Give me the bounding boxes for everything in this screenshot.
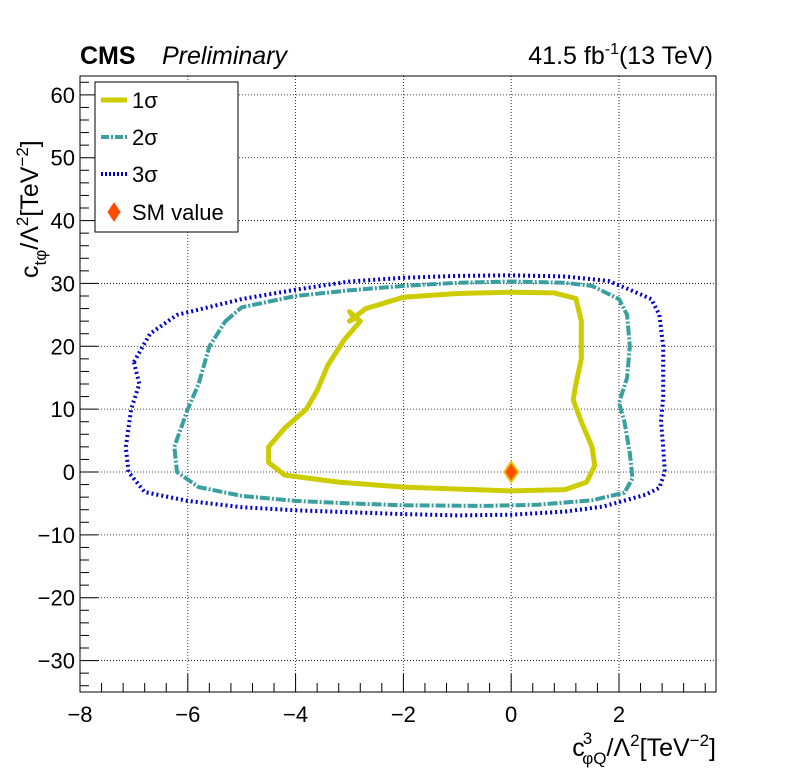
y-tick-label: 0 bbox=[63, 460, 75, 485]
y-tick-label: 60 bbox=[51, 83, 75, 108]
legend-label-sm: SM value bbox=[132, 200, 224, 225]
y-tick-label: 10 bbox=[51, 397, 75, 422]
contour-2sigma bbox=[172, 279, 635, 508]
y-tick-label: −30 bbox=[38, 649, 75, 674]
y-tick-label: −10 bbox=[38, 523, 75, 548]
legend-label-2sigma: 2σ bbox=[132, 125, 158, 150]
experiment-label: CMS bbox=[80, 42, 136, 70]
legend: 1σ 2σ 3σ SM value bbox=[94, 81, 239, 233]
contour-3sigma bbox=[123, 273, 667, 518]
y-tick-label: 20 bbox=[51, 334, 75, 359]
contour-1sigma bbox=[266, 289, 598, 494]
sm-markers bbox=[502, 460, 520, 484]
legend-box bbox=[94, 81, 239, 233]
x-tick-label: −6 bbox=[175, 702, 200, 727]
legend-label-1sigma: 1σ bbox=[132, 88, 158, 113]
status-label: Preliminary bbox=[162, 42, 289, 70]
x-tick-label: −4 bbox=[283, 702, 308, 727]
sm-value-marker bbox=[502, 460, 520, 484]
x-tick-label: 0 bbox=[505, 702, 517, 727]
x-tick-label: −8 bbox=[67, 702, 92, 727]
x-tick-label: 2 bbox=[613, 702, 625, 727]
y-tick-label: −20 bbox=[38, 586, 75, 611]
legend-swatch-sm bbox=[107, 202, 121, 222]
lumi-label: 41.5 fb-1(13 TeV) bbox=[528, 41, 713, 70]
y-tick-label: 40 bbox=[51, 209, 75, 234]
y-tick-label: 30 bbox=[51, 271, 75, 296]
x-tick-label: −2 bbox=[391, 702, 416, 727]
contour-series bbox=[123, 273, 667, 518]
legend-label-3sigma: 3σ bbox=[132, 162, 158, 187]
y-tick-label: 50 bbox=[51, 146, 75, 171]
